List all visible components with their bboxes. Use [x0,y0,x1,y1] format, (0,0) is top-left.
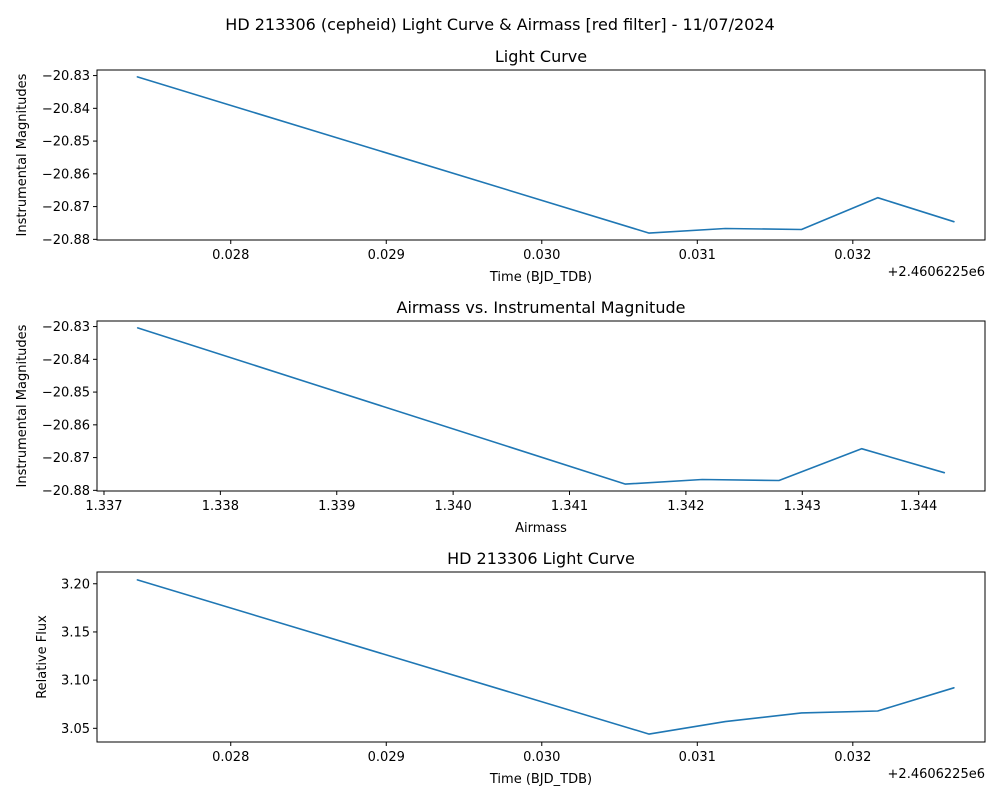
y-tick-label-3-4: 3.20 [61,577,90,592]
x-tick-label-2-8: 1.344 [900,499,937,514]
y-tick-label-3-3: 3.15 [61,625,90,640]
y-tick-label-1-6: −20.88 [42,233,90,248]
y-axis-label-3: Relative Flux [35,615,50,699]
x-offset-label-1: +2.4606225e6 [888,265,985,280]
x-tick-label-3-1: 0.028 [212,750,249,765]
y-tick-label-2-1: −20.83 [42,320,90,335]
y-tick-label-1-3: −20.85 [42,135,90,150]
x-tick-label-1-1: 0.028 [212,248,249,263]
x-tick-label-2-1: 1.337 [85,499,122,514]
x-tick-label-1-5: 0.032 [834,248,871,263]
x-tick-label-2-7: 1.343 [784,499,821,514]
y-tick-label-3-1: 3.05 [61,722,90,737]
x-tick-label-3-5: 0.032 [834,750,871,765]
x-tick-label-3-4: 0.031 [679,750,716,765]
x-axis-label-3: Time (BJD_TDB) [489,772,592,787]
x-tick-label-3-2: 0.029 [368,750,405,765]
y-tick-label-2-4: −20.86 [42,418,90,433]
y-tick-label-1-4: −20.86 [42,167,90,182]
y-tick-label-2-2: −20.84 [42,353,90,368]
x-tick-label-2-4: 1.340 [435,499,472,514]
y-tick-label-3-2: 3.10 [61,674,90,689]
panel-title-2: Airmass vs. Instrumental Magnitude [397,298,686,317]
x-tick-label-1-3: 0.030 [523,248,560,263]
panel-title-3: HD 213306 Light Curve [447,549,635,568]
y-tick-label-2-6: −20.88 [42,484,90,499]
y-tick-label-1-2: −20.84 [42,102,90,117]
panel-title-1: Light Curve [495,47,587,66]
x-axis-label-2: Airmass [515,521,567,536]
y-axis-label-2: Instrumental Magnitudes [15,324,30,487]
x-offset-label-3: +2.4606225e6 [888,767,985,782]
x-tick-label-2-5: 1.341 [551,499,588,514]
x-tick-label-2-6: 1.342 [667,499,704,514]
y-tick-label-2-5: −20.87 [42,451,90,466]
y-tick-label-2-3: −20.85 [42,386,90,401]
y-axis-label-1: Instrumental Magnitudes [15,73,30,236]
series-line-1-1 [136,76,955,234]
y-tick-label-1-5: −20.87 [42,200,90,215]
plot-frame-3 [96,571,986,743]
series-line-2-1 [136,327,946,485]
x-tick-label-2-2: 1.338 [202,499,239,514]
x-axis-label-1: Time (BJD_TDB) [489,270,592,285]
series-line-3-1 [136,579,955,735]
plot-frame-2 [96,320,986,492]
x-tick-label-1-2: 0.029 [368,248,405,263]
y-tick-label-1-1: −20.83 [42,69,90,84]
plot-frame-1 [96,69,986,241]
x-tick-label-1-4: 0.031 [679,248,716,263]
x-tick-label-2-3: 1.339 [318,499,355,514]
figure-suptitle: HD 213306 (cepheid) Light Curve & Airmas… [225,15,774,34]
x-tick-label-3-3: 0.030 [523,750,560,765]
